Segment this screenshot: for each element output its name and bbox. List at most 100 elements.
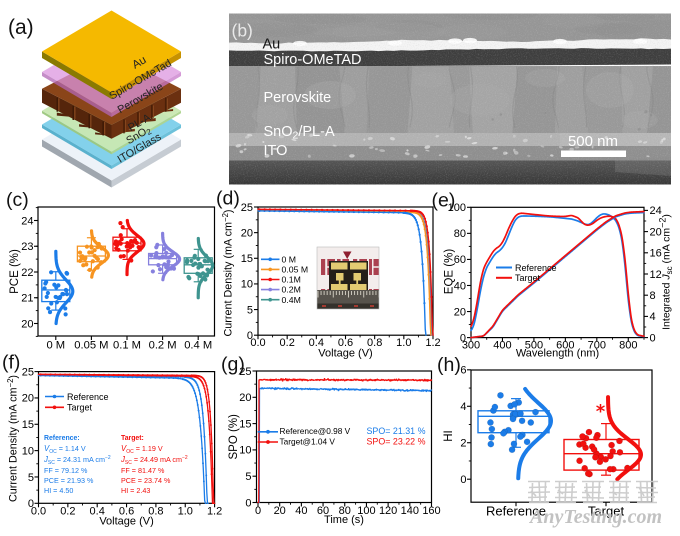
svg-text:Integrated Jsc (mA cm−2): Integrated Jsc (mA cm−2) — [658, 214, 675, 330]
svg-text:(f): (f) — [2, 352, 20, 374]
svg-text:1.0: 1.0 — [396, 337, 411, 349]
svg-text:60: 60 — [317, 505, 329, 517]
svg-text:15: 15 — [239, 418, 251, 430]
svg-text:0.2 M: 0.2 M — [149, 340, 177, 352]
svg-text:10: 10 — [239, 445, 251, 457]
svg-text:JSC = 24.31 mA cm−2: JSC = 24.31 mA cm−2 — [43, 455, 111, 466]
svg-text:21: 21 — [21, 293, 33, 305]
svg-text:0.6: 0.6 — [338, 337, 353, 349]
svg-text:0.2: 0.2 — [280, 337, 295, 349]
svg-text:(b): (b) — [232, 21, 253, 41]
svg-text:15: 15 — [22, 419, 34, 431]
svg-text:500 nm: 500 nm — [568, 133, 618, 150]
svg-text:ITO: ITO — [264, 143, 288, 159]
svg-text:0.6: 0.6 — [119, 505, 134, 517]
svg-text:20: 20 — [454, 306, 466, 318]
svg-text:0.4: 0.4 — [90, 505, 105, 517]
svg-text:Target:: Target: — [121, 435, 144, 442]
svg-text:(h): (h) — [437, 354, 461, 376]
svg-text:0: 0 — [247, 330, 253, 342]
svg-text:24: 24 — [21, 215, 33, 227]
svg-text:SPO= 21.31 %: SPO= 21.31 % — [367, 426, 426, 436]
svg-text:PCE = 21.93 %: PCE = 21.93 % — [44, 476, 94, 485]
svg-text:FF = 79.12 %: FF = 79.12 % — [44, 466, 88, 475]
svg-text:(g): (g) — [221, 354, 245, 376]
svg-text:20: 20 — [241, 227, 253, 239]
svg-text:Current Density (mA cm−2): Current Density (mA cm−2) — [221, 209, 235, 336]
svg-text:160: 160 — [422, 505, 440, 517]
svg-text:25: 25 — [239, 366, 251, 378]
svg-text:5: 5 — [245, 471, 251, 483]
svg-text:0: 0 — [650, 332, 656, 344]
svg-text:23: 23 — [21, 241, 33, 253]
svg-text:8: 8 — [650, 290, 656, 302]
svg-text:100: 100 — [357, 505, 375, 517]
svg-text:VOC = 1.14 V: VOC = 1.14 V — [44, 444, 86, 455]
svg-text:0: 0 — [28, 498, 34, 510]
svg-text:0.05 M: 0.05 M — [74, 340, 108, 352]
svg-text:40: 40 — [295, 505, 307, 517]
svg-text:5: 5 — [28, 472, 34, 484]
svg-text:0.4 M: 0.4 M — [184, 340, 212, 352]
svg-text:10: 10 — [241, 279, 253, 291]
svg-text:0: 0 — [245, 497, 251, 509]
svg-text:EQE (%): EQE (%) — [444, 249, 456, 295]
svg-text:20: 20 — [274, 505, 286, 517]
svg-text:5: 5 — [247, 304, 253, 316]
svg-text:Time (s): Time (s) — [324, 514, 364, 526]
svg-text:PCE (%): PCE (%) — [9, 249, 21, 294]
svg-text:Au: Au — [263, 36, 281, 52]
svg-text:Reference: Reference — [67, 392, 109, 402]
svg-text:600: 600 — [556, 340, 574, 352]
svg-text:300: 300 — [462, 340, 480, 352]
svg-text:Reference: Reference — [515, 263, 557, 273]
svg-text:0.2M: 0.2M — [282, 285, 301, 295]
svg-text:0.1M: 0.1M — [282, 275, 301, 285]
svg-text:4: 4 — [460, 401, 466, 413]
svg-text:(c): (c) — [6, 189, 29, 211]
svg-text:(e): (e) — [432, 190, 456, 212]
svg-text:1.2: 1.2 — [425, 337, 440, 349]
svg-text:20: 20 — [22, 393, 34, 405]
svg-text:Target@1.04 V: Target@1.04 V — [280, 436, 336, 446]
svg-text:Target: Target — [515, 273, 541, 283]
svg-text:PCE = 23.74 %: PCE = 23.74 % — [121, 476, 171, 485]
svg-text:100: 100 — [448, 202, 466, 214]
svg-text:0: 0 — [255, 505, 261, 517]
svg-text:Reference: Reference — [486, 504, 546, 519]
svg-text:Target: Target — [67, 403, 93, 413]
svg-text:SPO= 23.22 %: SPO= 23.22 % — [367, 436, 426, 446]
svg-text:0.1 M: 0.1 M — [113, 340, 141, 352]
svg-text:JSC = 24.49 mA cm−2: JSC = 24.49 mA cm−2 — [120, 455, 188, 466]
svg-text:140: 140 — [401, 505, 419, 517]
svg-text:500: 500 — [525, 340, 543, 352]
svg-text:2: 2 — [460, 438, 466, 450]
svg-text:20: 20 — [239, 392, 251, 404]
svg-text:FF = 81.47 %: FF = 81.47 % — [121, 466, 165, 475]
svg-text:Spiro-OMeTAD: Spiro-OMeTAD — [264, 52, 362, 68]
svg-text:700: 700 — [588, 340, 606, 352]
svg-text:VOC = 1.19 V: VOC = 1.19 V — [121, 444, 163, 455]
svg-text:60: 60 — [454, 254, 466, 266]
svg-text:800: 800 — [619, 340, 637, 352]
svg-text:0.0: 0.0 — [31, 505, 46, 517]
svg-text:0: 0 — [460, 474, 466, 486]
svg-text:120: 120 — [379, 505, 397, 517]
svg-text:20: 20 — [21, 318, 33, 330]
svg-text:Wavelength (nm): Wavelength (nm) — [516, 348, 599, 360]
svg-text:22: 22 — [21, 267, 33, 279]
svg-text:Current Density (mA cm−2): Current Density (mA cm−2) — [6, 375, 20, 502]
svg-text:Perovskite: Perovskite — [264, 90, 332, 106]
svg-text:HI = 4.50: HI = 4.50 — [44, 486, 73, 495]
svg-text:12: 12 — [650, 269, 662, 281]
svg-text:0.4: 0.4 — [309, 337, 324, 349]
svg-text:6: 6 — [460, 365, 466, 377]
svg-text:SPO (%): SPO (%) — [228, 414, 240, 460]
svg-text:0: 0 — [460, 332, 466, 344]
svg-text:40: 40 — [454, 280, 466, 292]
svg-text:25: 25 — [241, 202, 253, 214]
svg-text:(a): (a) — [8, 16, 34, 39]
svg-text:25: 25 — [22, 366, 34, 378]
svg-text:Reference:: Reference: — [44, 435, 80, 442]
svg-text:0.2: 0.2 — [60, 505, 75, 517]
